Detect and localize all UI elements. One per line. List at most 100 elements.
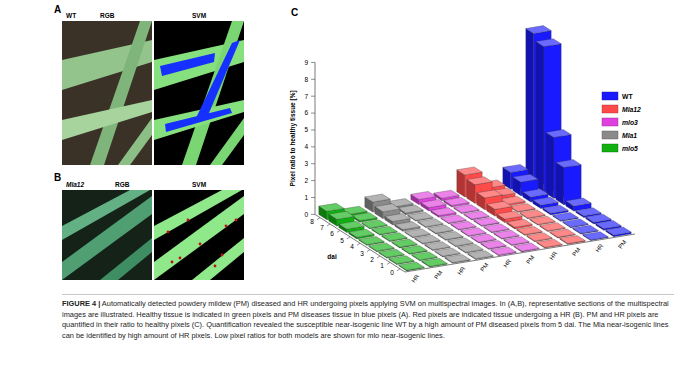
bar-top <box>458 244 483 252</box>
bar-top <box>491 247 516 255</box>
tick <box>311 113 315 114</box>
tick-label: PM <box>571 247 581 258</box>
bar-top <box>507 219 532 227</box>
bar-top <box>504 237 529 245</box>
bar-side <box>536 42 544 192</box>
tick-label: 1 <box>304 194 308 201</box>
bar-top <box>399 262 424 270</box>
tick-label: 6 <box>330 230 334 237</box>
tick <box>311 62 315 63</box>
bar-top <box>553 213 578 221</box>
tick-label: 8 <box>304 76 308 83</box>
tick <box>347 237 350 239</box>
tick-label: PM <box>525 254 535 265</box>
axis-line <box>405 234 635 272</box>
tick <box>311 129 315 130</box>
bar-top <box>527 233 552 241</box>
hr-pixel <box>214 265 217 268</box>
tick-label: 5 <box>304 126 308 133</box>
tick-label: HR <box>456 265 466 276</box>
caption: FIGURE 4 | Automatically detected powder… <box>62 294 674 341</box>
legend-label: mlo3 <box>622 119 638 126</box>
hr-pixel <box>179 257 182 260</box>
bar <box>537 239 562 248</box>
tick <box>317 218 320 220</box>
leaf <box>192 238 244 280</box>
panel-label: A <box>54 4 61 15</box>
tick <box>311 96 315 97</box>
bar-top <box>523 189 548 197</box>
bar-top <box>533 197 558 205</box>
tick <box>311 146 315 147</box>
bar-top <box>382 233 407 241</box>
legend-swatch <box>602 105 618 113</box>
bar-top <box>395 222 420 230</box>
bar-top <box>359 237 384 245</box>
bar-top <box>550 229 575 237</box>
tick-label: PM <box>433 269 443 280</box>
bar <box>399 262 424 271</box>
bar-top <box>428 225 453 233</box>
tick-label: 0 <box>304 211 308 218</box>
bar-top <box>392 239 417 247</box>
mildew <box>165 108 232 132</box>
tick <box>311 180 315 181</box>
tick-label: 5 <box>340 237 344 244</box>
bar-top <box>546 130 571 138</box>
bar-top <box>362 220 387 228</box>
bar-top <box>497 211 522 219</box>
bar-top <box>576 208 601 216</box>
hr-pixel <box>225 225 228 228</box>
bar-top <box>418 219 443 227</box>
tick <box>367 250 370 252</box>
tick-label: PM <box>617 239 627 250</box>
leaf <box>90 21 152 165</box>
legend-label: WT <box>622 93 633 100</box>
image-label: RGB <box>115 181 130 188</box>
bar-top <box>530 216 555 224</box>
bar-top <box>536 39 561 47</box>
bar-top <box>412 252 437 260</box>
hr-pixel <box>221 254 224 257</box>
bar <box>422 258 447 267</box>
tick-label: 9 <box>304 59 308 66</box>
bar-top <box>349 229 374 237</box>
tick-label: 7 <box>320 224 324 231</box>
tick <box>311 79 315 80</box>
caption-label: FIGURE 4 | <box>62 299 100 308</box>
bar-top <box>560 236 585 244</box>
bar-side <box>526 28 534 185</box>
image-rgb <box>62 21 152 165</box>
bars <box>319 26 631 271</box>
bar-top <box>408 212 433 220</box>
tick <box>327 224 330 226</box>
bar-top <box>445 255 470 263</box>
tick-label: 2 <box>304 177 308 184</box>
tick-label: 4 <box>350 243 354 250</box>
legend-label: Mla12 <box>622 106 641 113</box>
bar-top <box>467 177 492 185</box>
bar-top <box>435 248 460 256</box>
bar-top <box>556 160 581 168</box>
bar-top <box>379 249 404 257</box>
tick-label: 3 <box>360 250 364 257</box>
bar-top <box>566 198 591 206</box>
tick-label: HR <box>594 242 604 253</box>
bar-top <box>422 258 447 266</box>
bar-top <box>573 225 598 233</box>
bar-top <box>431 208 456 216</box>
leaf <box>154 100 244 140</box>
hr-pixel <box>167 231 170 234</box>
panel-label: B <box>54 172 61 183</box>
legend-swatch <box>602 92 618 100</box>
bar-top <box>405 229 430 237</box>
bar <box>583 232 608 241</box>
bar-top <box>517 227 542 235</box>
tick-label: 7 <box>304 93 308 100</box>
bar-top <box>520 210 545 218</box>
bar-top <box>461 228 486 236</box>
hr-pixel <box>187 219 190 222</box>
bar-top <box>448 238 473 246</box>
bar-top <box>415 235 440 243</box>
bar <box>560 236 585 245</box>
